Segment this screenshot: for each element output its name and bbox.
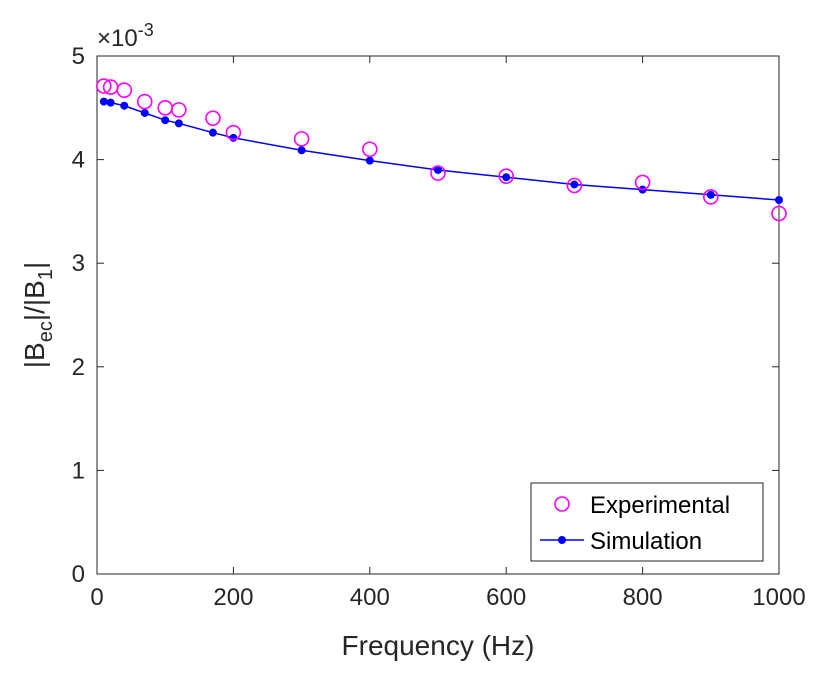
simulation-point bbox=[229, 133, 238, 142]
legend-box bbox=[530, 482, 764, 562]
x-tick-label: 400 bbox=[350, 584, 390, 611]
legend-simulation-label: Simulation bbox=[590, 528, 702, 555]
x-axis-ticks: 0 200 400 600 800 1000 bbox=[90, 56, 806, 611]
simulation-point bbox=[570, 180, 579, 189]
x-tick-label: 600 bbox=[486, 584, 526, 611]
experimental-point bbox=[96, 78, 112, 94]
simulation-line bbox=[103, 100, 780, 201]
legend-simulation-marker bbox=[558, 536, 566, 544]
y-tick-label: 4 bbox=[72, 147, 85, 174]
x-tick-label: 1000 bbox=[752, 584, 805, 611]
experimental-point bbox=[205, 110, 221, 126]
y-axis-title-mid: |/|B bbox=[19, 280, 50, 321]
y-axis-exponent-power: -3 bbox=[138, 20, 154, 40]
simulation-point bbox=[775, 196, 783, 205]
simulation-point bbox=[208, 128, 217, 137]
x-tick-label: 200 bbox=[213, 584, 253, 611]
simulation-point bbox=[120, 101, 129, 110]
y-tick-label: 2 bbox=[72, 354, 85, 381]
experimental-point bbox=[361, 141, 378, 158]
y-tick-label: 3 bbox=[72, 250, 85, 277]
simulation-point bbox=[140, 108, 149, 117]
simulation-point bbox=[99, 97, 108, 106]
y-axis-title-end: | bbox=[19, 262, 50, 269]
experimental-point bbox=[136, 93, 153, 110]
y-tick-label: 0 bbox=[72, 561, 85, 588]
experimental-point bbox=[171, 102, 187, 118]
legend-experimental-label: Experimental bbox=[590, 492, 730, 519]
simulation-point bbox=[297, 146, 306, 155]
experimental-point bbox=[116, 82, 133, 98]
plot-area-border bbox=[96, 55, 780, 575]
legend: Experimental Simulation bbox=[530, 482, 764, 562]
simulation-point bbox=[434, 165, 442, 174]
experimental-point bbox=[566, 177, 583, 194]
experimental-point bbox=[498, 168, 515, 184]
y-axis-ticks: 0 1 2 3 4 5 bbox=[72, 43, 779, 588]
experimental-point bbox=[225, 124, 242, 141]
y-axis-exponent: ×10-3 bbox=[97, 20, 154, 52]
simulation-point bbox=[706, 190, 715, 199]
y-tick-label: 1 bbox=[72, 457, 85, 484]
x-tick-label: 800 bbox=[623, 584, 663, 611]
experimental-point bbox=[702, 189, 719, 205]
legend-experimental-marker bbox=[554, 496, 570, 512]
experimental-point bbox=[293, 131, 310, 147]
x-axis-title: Frequency (Hz) bbox=[342, 630, 535, 661]
experimental-series bbox=[96, 78, 787, 222]
y-tick-label: 5 bbox=[72, 43, 85, 70]
experimental-point bbox=[634, 174, 651, 191]
simulation-point bbox=[161, 116, 170, 125]
y-axis-title-main: |B bbox=[19, 342, 50, 368]
y-axis-title: |Bec|/|B1| bbox=[19, 262, 57, 369]
simulation-point bbox=[174, 119, 183, 128]
experimental-point bbox=[430, 165, 446, 181]
simulation-point bbox=[365, 156, 374, 165]
y-axis-title-sub-ec: ec bbox=[35, 321, 57, 342]
simulation-series bbox=[99, 97, 783, 205]
simulation-point bbox=[502, 173, 511, 182]
x-tick-label: 0 bbox=[90, 584, 103, 611]
simulation-point bbox=[106, 98, 115, 107]
y-axis-title-sub-1: 1 bbox=[35, 269, 57, 280]
y-axis-exponent-base: ×10 bbox=[97, 25, 138, 52]
experimental-point bbox=[771, 205, 787, 222]
